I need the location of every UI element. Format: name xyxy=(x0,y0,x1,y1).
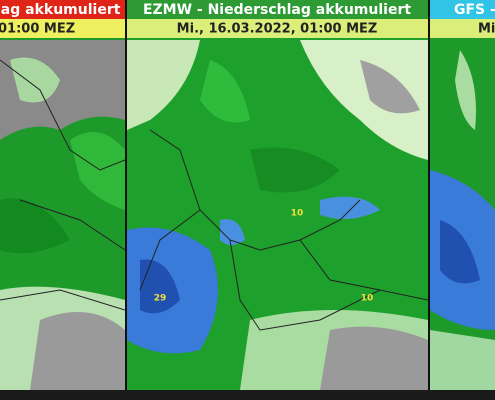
right-map xyxy=(430,38,495,390)
panel-subtitle: 01:00 MEZ xyxy=(0,22,75,37)
panel-title: EZMW - Niederschlag akkumuliert xyxy=(143,2,411,18)
panel-title: GFS - xyxy=(454,2,495,18)
footer-strip xyxy=(0,390,495,400)
map-label: 29 xyxy=(154,294,167,304)
center-map: 10 29 10 xyxy=(127,38,428,390)
map-label: 10 xyxy=(291,209,304,219)
panel-subtitle: Mi xyxy=(478,22,495,37)
map-label: 10 xyxy=(361,294,374,304)
left-map xyxy=(0,38,125,390)
panel-subtitle: Mi., 16.03.2022, 01:00 MEZ xyxy=(177,22,378,37)
panel-title: lag akkumuliert xyxy=(0,2,121,18)
